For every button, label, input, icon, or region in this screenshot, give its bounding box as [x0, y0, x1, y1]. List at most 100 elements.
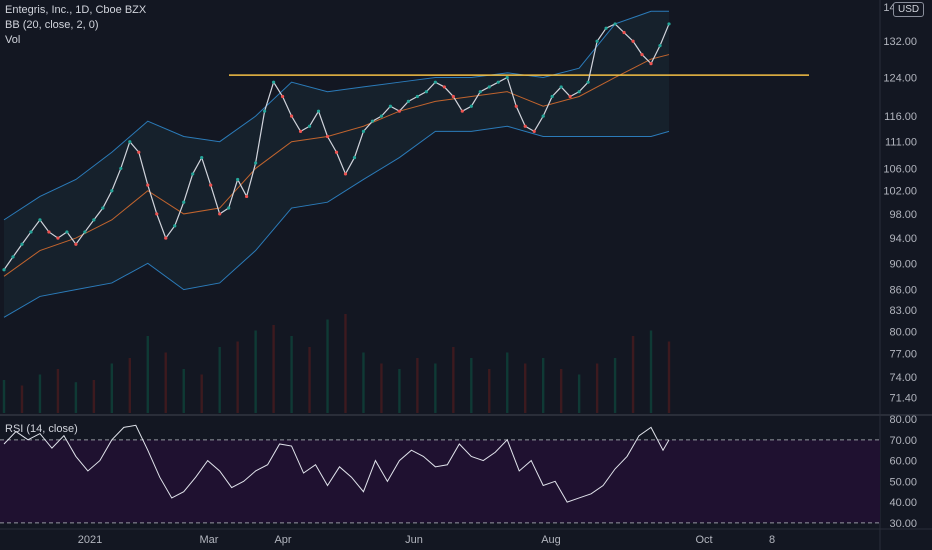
- close-point: [128, 140, 132, 144]
- rsi-tick-label: 80.00: [889, 414, 917, 426]
- price-tick-label: 86.00: [889, 285, 917, 297]
- close-point: [361, 129, 366, 133]
- close-point: [415, 94, 419, 99]
- close-point: [343, 172, 348, 176]
- bb-legend[interactable]: BB (20, close, 2, 0): [5, 19, 99, 31]
- volume-bar: [290, 336, 293, 413]
- rsi-tick-label: 70.00: [889, 435, 917, 447]
- price-axis[interactable]: 140.00132.00124.00116.00111.00106.00102.…: [883, 2, 917, 404]
- close-point: [245, 194, 249, 199]
- close-point: [316, 109, 321, 113]
- close-point: [541, 114, 545, 118]
- volume-bar: [92, 380, 96, 413]
- close-point: [550, 94, 554, 99]
- volume-bar: [182, 369, 185, 413]
- close-point: [164, 236, 168, 240]
- close-point: [442, 85, 446, 89]
- volume-bar: [164, 352, 167, 413]
- price-tick-label: 124.00: [883, 72, 917, 84]
- close-point: [397, 109, 402, 113]
- close-point: [209, 183, 213, 187]
- rsi-panel[interactable]: [0, 439, 880, 524]
- price-tick-label: 90.00: [889, 258, 917, 270]
- time-tick-label: 8: [769, 534, 775, 546]
- close-point: [263, 109, 267, 113]
- price-tick-label: 111.00: [885, 137, 917, 149]
- close-point: [379, 114, 384, 118]
- close-point: [83, 230, 87, 234]
- bb-fill: [4, 11, 669, 318]
- close-point: [298, 129, 303, 133]
- volume-bar: [577, 374, 581, 413]
- close-point: [370, 119, 375, 123]
- time-tick-label: Apr: [274, 534, 291, 546]
- volume-bar: [470, 358, 473, 413]
- volume-bar: [667, 341, 671, 413]
- price-tick-label: 94.00: [889, 233, 917, 245]
- volume-bar: [218, 347, 221, 413]
- price-tick-label: 71.40: [889, 393, 917, 405]
- time-axis[interactable]: 2021 Mar Apr Jun Aug Oct 8: [78, 534, 775, 546]
- close-point: [280, 94, 285, 99]
- volume-bar: [452, 347, 455, 413]
- volume-bar: [326, 319, 329, 413]
- rsi-line: [3, 424, 670, 503]
- volume-legend[interactable]: Vol: [5, 34, 21, 46]
- close-point: [577, 90, 581, 94]
- price-tick-label: 74.00: [889, 372, 917, 384]
- close-point: [47, 230, 51, 234]
- volume-bar: [254, 330, 257, 413]
- close-point: [182, 200, 186, 204]
- close-point: [236, 177, 240, 182]
- close-point: [613, 22, 617, 26]
- volume-bar: [20, 385, 24, 413]
- currency-badge[interactable]: USD: [893, 2, 925, 17]
- close-point: [532, 129, 536, 133]
- price-tick-label: 77.00: [889, 349, 917, 361]
- close-point: [352, 155, 357, 160]
- rsi-axis[interactable]: 80.00 70.00 60.00 50.00 40.00 30.00: [889, 414, 917, 530]
- volume-bar: [559, 369, 563, 413]
- price-tick-label: 102.00: [883, 186, 917, 198]
- volume-bar: [128, 358, 132, 413]
- time-tick-label: Oct: [695, 534, 712, 546]
- close-point: [2, 268, 6, 272]
- close-point: [451, 94, 455, 99]
- close-point: [65, 230, 69, 234]
- close-point: [586, 80, 590, 84]
- close-point: [595, 39, 599, 43]
- price-tick-label: 132.00: [883, 36, 917, 48]
- rsi-tick-label: 60.00: [889, 456, 917, 468]
- close-point: [496, 80, 500, 84]
- rsi-legend[interactable]: RSI (14, close): [5, 423, 78, 435]
- close-point: [218, 212, 222, 216]
- volume-bar: [272, 325, 275, 413]
- close-point: [469, 104, 473, 108]
- volume-bar: [398, 369, 401, 413]
- volume-bar: [110, 363, 114, 413]
- close-point: [271, 80, 276, 84]
- volume-bar: [38, 374, 42, 413]
- rsi-tick-label: 50.00: [889, 476, 917, 488]
- time-tick-label: Aug: [541, 534, 561, 546]
- close-point: [523, 124, 527, 128]
- rsi-tick-label: 40.00: [889, 497, 917, 509]
- close-point: [101, 206, 105, 210]
- close-point: [406, 99, 410, 103]
- volume-bar: [308, 347, 311, 413]
- close-point: [424, 90, 428, 94]
- bb-upper-line: [3, 10, 669, 221]
- close-point: [460, 109, 464, 113]
- close-point: [622, 30, 626, 35]
- price-tick-label: 80.00: [889, 327, 917, 339]
- close-point: [568, 94, 572, 99]
- close-point: [173, 224, 177, 228]
- close-point: [110, 189, 114, 193]
- symbol-legend[interactable]: Entegris, Inc., 1D, Cboe BZX: [5, 4, 147, 16]
- volume-bar: [488, 369, 491, 413]
- close-point: [658, 44, 662, 48]
- rsi-band: [0, 439, 880, 523]
- close-point: [74, 242, 78, 246]
- close-point: [433, 80, 437, 84]
